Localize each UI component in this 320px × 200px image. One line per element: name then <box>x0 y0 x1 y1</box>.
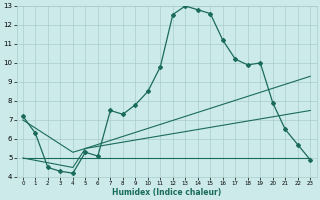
X-axis label: Humidex (Indice chaleur): Humidex (Indice chaleur) <box>112 188 221 197</box>
